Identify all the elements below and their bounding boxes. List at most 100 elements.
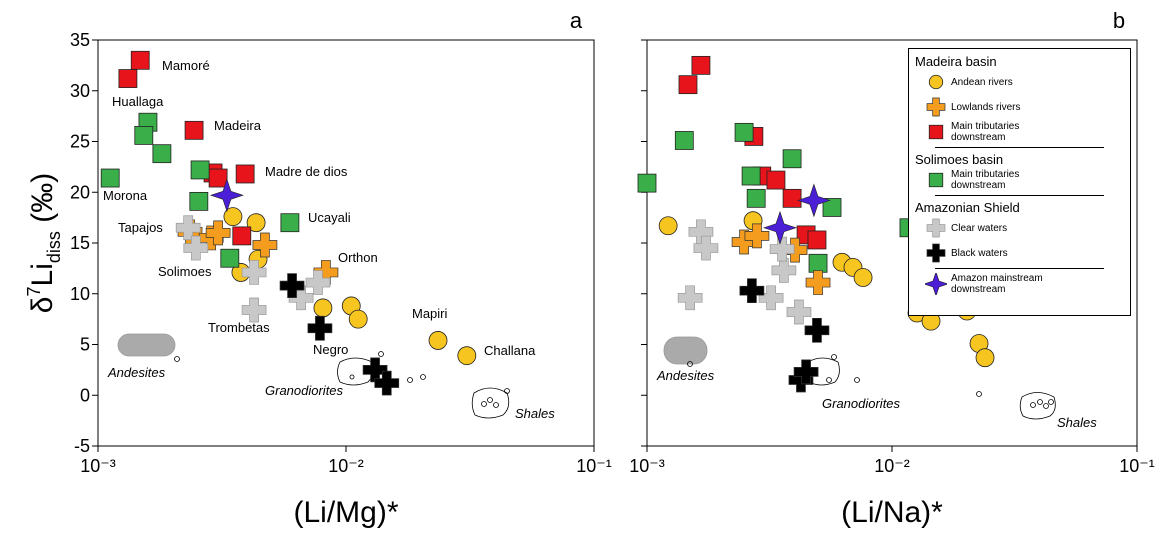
annotation: Ucayali (308, 210, 351, 225)
series (637, 122, 919, 273)
marker-circle (313, 298, 333, 318)
marker-plus (305, 270, 331, 295)
annotation: Mamoré (162, 58, 210, 73)
rock-label: Granodiorites (265, 383, 344, 398)
legend-label: Black waters (951, 247, 1008, 259)
legend-label: Main tributaries downstream (951, 121, 1020, 143)
marker-square (782, 149, 802, 169)
marker-plus (793, 359, 819, 385)
x-axis-label: (Li/Na)* (841, 496, 943, 529)
rock-label: Shales (515, 406, 555, 421)
marker-square (808, 253, 828, 273)
legend-entry: Main tributaries downstream (925, 169, 1124, 191)
x-tick-label: 10⁻¹ (576, 456, 612, 476)
y-tick-label: 35 (70, 30, 90, 50)
marker-square (100, 168, 120, 188)
marker-circle (658, 216, 678, 236)
x-tick-label: 10⁻³ (629, 456, 665, 476)
marker-square (130, 50, 150, 70)
marker-plus (739, 278, 765, 304)
marker-square (134, 126, 154, 145)
series (731, 223, 831, 295)
marker-circle (348, 309, 368, 329)
annotation: Mapiri (412, 306, 448, 321)
legend-group-title: Amazonian Shield (915, 200, 1020, 215)
y-label-sup: 7 (24, 286, 44, 296)
marker-plus (769, 236, 795, 262)
y-tick-label: 25 (70, 132, 90, 152)
legend-label: Lowlands rivers (951, 101, 1021, 113)
marker-square (766, 170, 786, 190)
marker-plus (771, 258, 797, 283)
y-tick-label: 15 (70, 233, 90, 253)
legend-label: Amazon mainstream downstream (951, 273, 1043, 295)
marker-square (235, 164, 255, 184)
x-tick-label: 10⁻² (874, 456, 910, 476)
y-tick-label: -5 (74, 436, 90, 456)
marker-square (118, 69, 138, 88)
series (223, 207, 477, 366)
annotation: Madeira (214, 118, 262, 133)
x-tick-label: 10⁻¹ (1119, 456, 1155, 476)
marker-star (763, 210, 797, 245)
series (209, 178, 244, 213)
y-label-part: (‰) (26, 173, 59, 231)
marker-circle (246, 213, 266, 233)
marker-plus (252, 232, 278, 258)
marker-square (220, 248, 240, 268)
annotation: Orthon (338, 250, 378, 265)
y-tick-label: 5 (80, 335, 90, 355)
rock-fields (117, 333, 1056, 420)
annotation: Trombetas (208, 320, 270, 335)
y-tick-label: 20 (70, 182, 90, 202)
plot-frame (97, 39, 595, 447)
annotation: Morona (103, 188, 148, 203)
marker-star (796, 183, 831, 218)
legend-entry: Amazon mainstream downstream (925, 273, 1124, 295)
y-tick-label: 0 (80, 385, 90, 405)
marker-square (674, 131, 694, 150)
y-label-part: δ (26, 297, 59, 314)
marker-square (928, 124, 944, 140)
rock-label: Andesites (107, 365, 166, 380)
y-axis-label: δ7Lidiss (‰) (24, 173, 64, 313)
legend-separator (935, 195, 1104, 196)
marker-plus (926, 243, 946, 263)
legend-separator (935, 268, 1104, 269)
legend-entry: Main tributaries downstream (925, 121, 1124, 143)
annotation: Negro (313, 342, 348, 357)
legend-marker (928, 124, 944, 140)
x-axis-label: (Li/Mg)* (293, 496, 398, 529)
legend: Madeira basin Andean rivers Lowlands river… (908, 48, 1131, 316)
marker-plus (926, 97, 946, 117)
annotation: Huallaga (112, 94, 164, 109)
marker-square (280, 213, 300, 233)
legend-group-title: Solimoes basin (915, 152, 1004, 167)
legend-separator (935, 147, 1104, 148)
marker-square (637, 173, 657, 193)
series (677, 219, 812, 325)
marker-square (822, 198, 842, 217)
marker-plus (205, 220, 231, 246)
marker-square (208, 168, 228, 188)
marker-star (209, 178, 244, 213)
marker-circle (223, 207, 243, 227)
marker-square (232, 226, 252, 246)
marker-square (807, 230, 827, 250)
marker-plus (786, 299, 812, 325)
legend-marker (926, 218, 946, 238)
legend-entry: Andean rivers (925, 71, 1124, 93)
panel-label: a (570, 8, 583, 33)
series (763, 183, 831, 245)
marker-plus (313, 260, 339, 285)
marker-circle (853, 268, 873, 287)
legend-label: Clear waters (951, 222, 1008, 234)
legend-group-title: Madeira basin (915, 54, 997, 69)
legend-label: Andean rivers (951, 76, 1013, 88)
legend-marker (926, 97, 946, 117)
marker-square (741, 166, 761, 186)
marker-square (678, 75, 698, 95)
marker-plus (241, 297, 267, 323)
